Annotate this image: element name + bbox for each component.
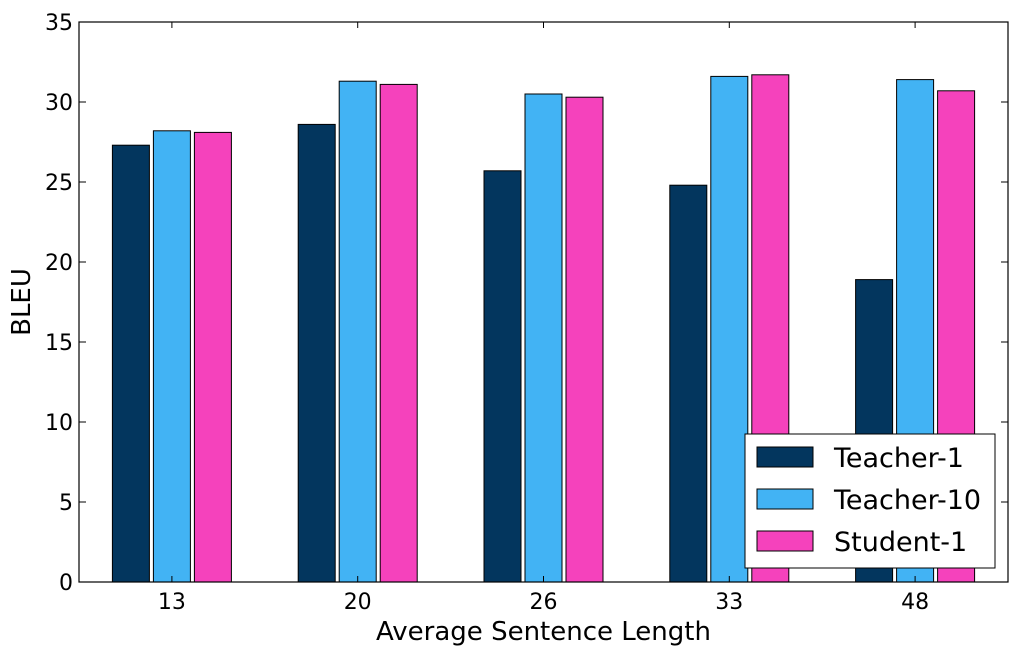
ticks-layer: 13 20 26 33 48 0 5 10 15 20 25 30 35 (45, 11, 1008, 615)
bar-student-1-20 (379, 83, 418, 583)
y-tick-label: 15 (45, 331, 73, 356)
y-tick-label: 0 (59, 571, 73, 596)
y-tick-label: 35 (45, 11, 73, 36)
y-tick-label: 20 (45, 251, 73, 276)
x-axis-label: Average Sentence Length (376, 617, 711, 647)
legend: Teacher-1 Teacher-10 Student-1 (744, 433, 996, 569)
bar-teacher-1-20 (297, 123, 336, 583)
bar-student-1-26 (565, 96, 604, 583)
bar-teacher-1-26 (483, 170, 522, 583)
y-axis-label: BLEU (7, 268, 37, 336)
y-tick-label: 5 (59, 491, 73, 516)
x-tick-label: 26 (530, 590, 558, 615)
x-tick-label: 20 (344, 590, 372, 615)
legend-label-teacher-10: Teacher-10 (833, 485, 981, 516)
legend-swatch-teacher-1 (756, 446, 814, 468)
x-tick-label: 33 (715, 590, 743, 615)
bar-teacher-1-33 (669, 184, 708, 583)
bar-teacher-10-26 (524, 93, 563, 583)
y-tick-label: 10 (45, 411, 73, 436)
y-tick-label: 30 (45, 91, 73, 116)
bar-teacher-10-20 (338, 80, 377, 583)
legend-label-teacher-1: Teacher-1 (833, 443, 964, 474)
bar-teacher-10-13 (152, 130, 191, 583)
legend-swatch-student-1 (756, 530, 814, 552)
bar-teacher-10-33 (710, 75, 749, 583)
y-tick-label: 25 (45, 171, 73, 196)
x-tick-label: 48 (901, 590, 929, 615)
x-tick-label: 13 (158, 590, 186, 615)
legend-swatch-teacher-10 (756, 488, 814, 510)
bar-student-1-13 (193, 131, 232, 583)
legend-label-student-1: Student-1 (834, 527, 967, 558)
bar-teacher-1-13 (111, 144, 150, 583)
